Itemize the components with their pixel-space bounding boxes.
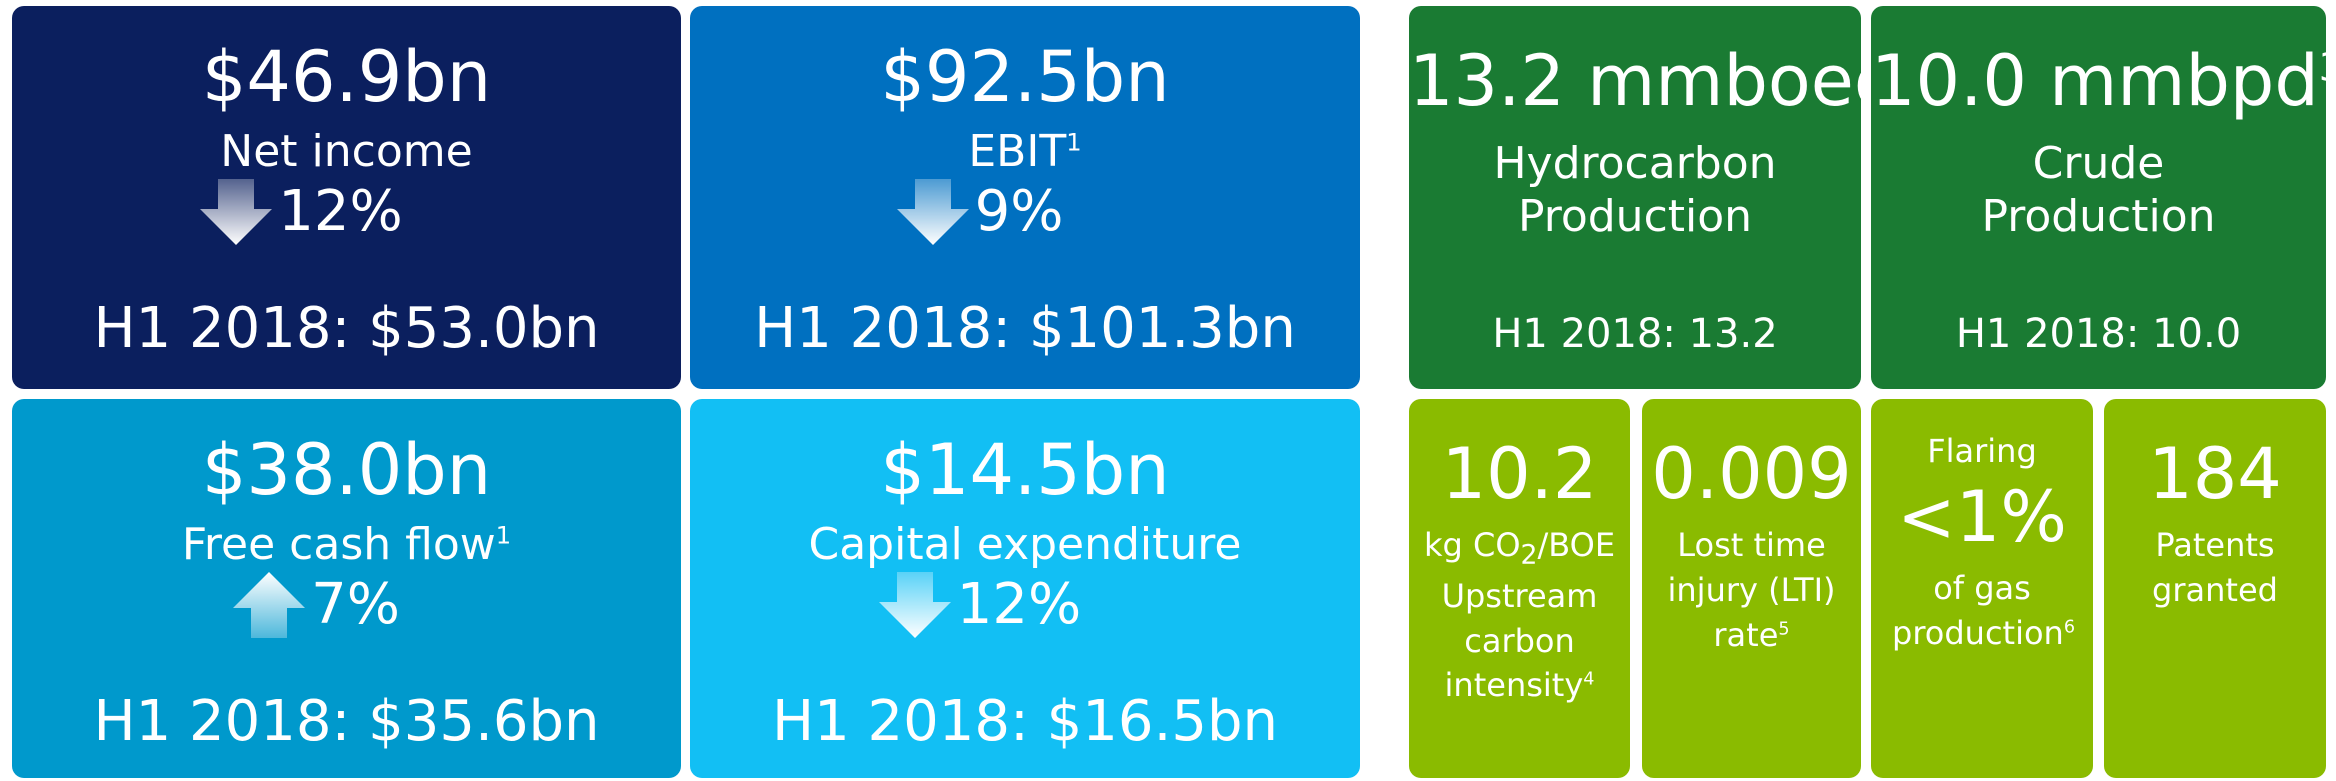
arrow-up <box>233 571 306 638</box>
arrow-down <box>200 178 273 245</box>
change: 7% <box>0 571 681 638</box>
unit-sub: 2 <box>1520 539 1538 571</box>
label-text: Lost time injury (LTI) rate <box>1667 526 1836 654</box>
label: Hydrocarbon Production <box>1493 138 1777 242</box>
baseline: H1 2018: $16.5bn <box>771 689 1279 754</box>
label: Free cash flow1 <box>12 519 681 572</box>
label: Upstream carbon intensity4 <box>1435 574 1605 708</box>
baseline: H1 2018: $101.3bn <box>754 296 1296 361</box>
value: 0.009 <box>1651 433 1852 515</box>
change-value: 12% <box>956 572 1082 638</box>
tile-crude: 10.0 mmbpd3 Crude Production H1 2018: 10… <box>1871 6 2336 389</box>
footnote: 3 <box>2318 45 2336 91</box>
arrow-down <box>878 571 951 638</box>
footnote: 4 <box>1583 669 1595 690</box>
tile-lti: 0.009 Lost time injury (LTI) rate5 <box>1642 399 1861 778</box>
label-text: EBIT <box>968 126 1067 177</box>
footnote: 1 <box>1066 128 1082 157</box>
label-text: of gas production <box>1892 568 2064 652</box>
baseline: H1 2018: 13.2 <box>1492 311 1778 357</box>
baseline: H1 2018: $53.0bn <box>93 296 600 361</box>
value: 184 <box>2148 433 2282 515</box>
value-text: 13.2 mmboed <box>1409 40 1899 122</box>
value: $14.5bn <box>880 429 1170 511</box>
change-value: 12% <box>278 179 403 245</box>
label: Crude Production <box>1981 138 2216 242</box>
unit: kg CO2/BOE <box>1409 523 1630 574</box>
value: 10.0 mmbpd3 <box>1871 46 2336 116</box>
label: Lost time injury (LTI) rate5 <box>1662 523 1842 657</box>
label: Patents granted <box>2152 526 2278 609</box>
tile-free-cash-flow: $38.0bn Free cash flow1 7% H1 2018: $35.… <box>12 399 681 778</box>
value: $46.9bn <box>201 36 492 118</box>
baseline: H1 2018: $35.6bn <box>93 689 600 754</box>
footnote: 6 <box>2063 616 2076 637</box>
value: 13.2 mmboed2 <box>1409 46 1923 116</box>
value: $92.5bn <box>880 36 1170 118</box>
label-text: Upstream carbon intensity <box>1441 576 1598 705</box>
change: 9% <box>600 178 1360 245</box>
change-value: 7% <box>311 572 400 638</box>
tile-ebit: $92.5bn EBIT1 9% H1 2018: $101.3bn <box>690 6 1360 389</box>
label: Net income <box>220 126 473 177</box>
tile-patents: 184 Patents granted <box>2104 399 2326 778</box>
tile-carbon: 10.2 kg CO2/BOE Upstream carbon intensit… <box>1409 399 1630 778</box>
label: of gas production6 <box>1892 566 2076 656</box>
unit-suffix: /BOE <box>1537 526 1616 564</box>
tile-hydrocarbon: 13.2 mmboed2 Hydrocarbon Production H1 2… <box>1409 6 1923 389</box>
tile-flaring: Flaring <1% of gas production6 <box>1871 399 2093 778</box>
value: 10.2 <box>1441 433 1598 515</box>
footnote: 5 <box>1778 618 1790 639</box>
unit-prefix: kg CO <box>1423 526 1521 564</box>
value-text: 10.0 mmbpd <box>1871 40 2319 122</box>
arrow-down <box>896 178 969 245</box>
tile-net-income: $46.9bn Net income 12% H1 2018: $53.0bn <box>12 6 681 389</box>
change-value: 9% <box>974 179 1064 245</box>
change: 12% <box>0 178 681 245</box>
baseline: H1 2018: 10.0 <box>1955 311 2242 357</box>
label-text: Free cash flow <box>181 519 496 570</box>
label: Capital expenditure <box>808 519 1242 570</box>
value: $38.0bn <box>201 429 492 511</box>
footnote: 1 <box>495 521 512 550</box>
label: EBIT1 <box>690 126 1360 179</box>
change: 12% <box>600 571 1360 638</box>
value: <1% <box>1897 475 2067 558</box>
tile-capex: $14.5bn Capital expenditure 12% H1 2018:… <box>690 399 1360 778</box>
heading: Flaring <box>1927 432 2037 470</box>
